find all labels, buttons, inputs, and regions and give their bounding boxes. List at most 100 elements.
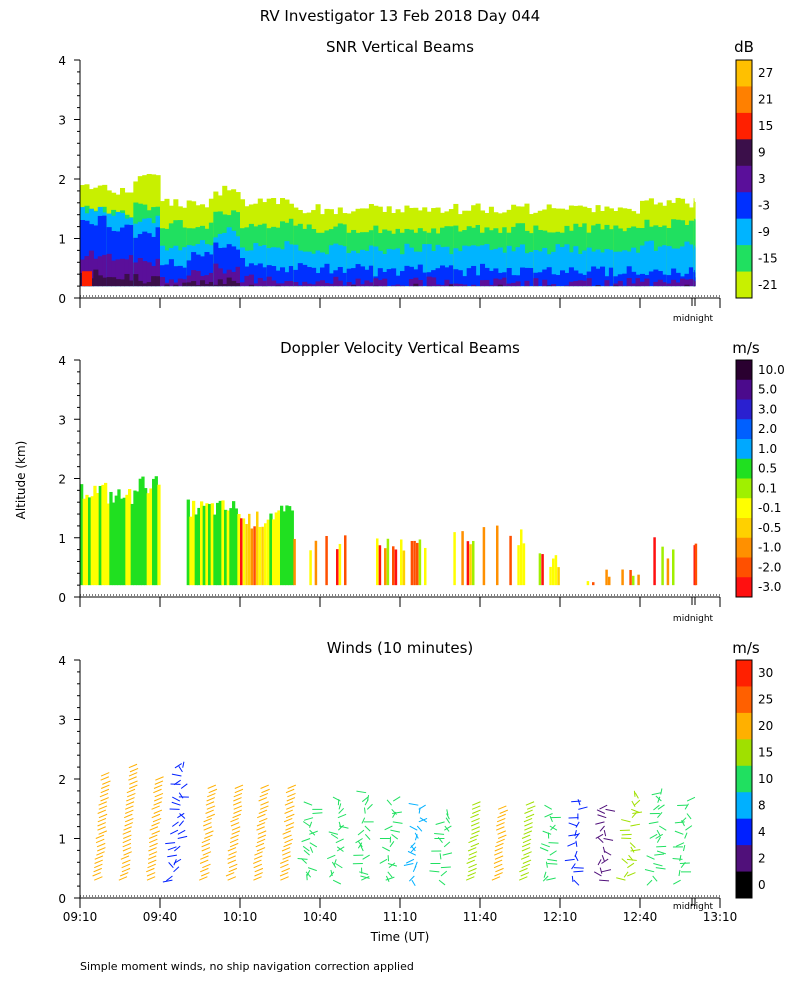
- wind-barb: [153, 809, 163, 814]
- wind-barb: [229, 842, 239, 848]
- colorbar-swatch: [736, 399, 752, 420]
- wind-barb: [283, 817, 293, 823]
- wind-barb: [685, 825, 693, 831]
- snr-cell: [164, 282, 170, 287]
- wind-barb: [177, 835, 188, 839]
- wind-barb: [129, 780, 138, 785]
- wind-barb: [253, 855, 263, 860]
- snr-cell: [200, 256, 206, 287]
- snr-cell: [373, 278, 379, 287]
- doppler-cell: [229, 508, 233, 586]
- snr-cell: [275, 283, 281, 287]
- colorbar-label: 9: [758, 146, 766, 160]
- wind-barb: [390, 829, 400, 833]
- snr-cell: [671, 268, 677, 287]
- snr-cell: [97, 215, 103, 287]
- wind-barb: [541, 843, 550, 848]
- snr-cell: [328, 245, 334, 287]
- wind-barb: [494, 851, 503, 856]
- doppler-cell: [394, 549, 398, 586]
- wind-barb: [495, 867, 504, 873]
- wind-barb: [435, 821, 445, 825]
- wind-barb: [686, 796, 696, 802]
- wind-barb: [468, 867, 477, 873]
- snr-cell: [84, 220, 90, 287]
- snr-cell: [493, 248, 499, 287]
- doppler-cell: [309, 550, 312, 586]
- doppler-cell: [557, 567, 560, 586]
- colorbar-swatch: [736, 379, 752, 400]
- snr-cell: [644, 278, 650, 287]
- wind-barb: [544, 813, 553, 818]
- colorbar-label: 20: [758, 719, 773, 733]
- colorbar-label: 10: [758, 772, 773, 786]
- doppler-cell: [461, 531, 464, 586]
- snr-cell: [351, 285, 357, 287]
- wind-barb: [205, 809, 214, 814]
- doppler-cell: [694, 543, 698, 586]
- wind-barb: [327, 854, 336, 860]
- snr-cell: [168, 259, 174, 287]
- doppler-cell: [264, 523, 267, 586]
- wind-barb: [601, 854, 605, 862]
- snr-cell: [453, 269, 459, 287]
- colorbar-frame: [735, 359, 753, 598]
- wind-barb: [649, 833, 658, 839]
- wind-barb: [282, 855, 291, 860]
- snr-cell: [342, 285, 348, 287]
- wind-barb: [177, 812, 185, 819]
- wind-barb: [418, 804, 426, 810]
- snr-cell: [160, 265, 166, 287]
- snr-cell: [151, 276, 157, 287]
- wind-barb: [153, 784, 163, 789]
- wind-barb: [549, 850, 557, 856]
- wind-barb: [653, 804, 660, 811]
- snr-cell: [302, 264, 308, 287]
- snr-cell: [133, 274, 139, 287]
- wind-barb: [281, 867, 290, 873]
- snr-cell: [142, 283, 148, 287]
- wind-barb: [285, 788, 295, 794]
- wind-barb: [657, 804, 665, 810]
- wind-barb: [335, 863, 343, 869]
- colorbar-swatch: [736, 112, 752, 140]
- doppler-cell: [216, 502, 220, 586]
- snr-cell: [320, 267, 326, 287]
- wind-barb: [285, 822, 295, 827]
- snr-cell: [377, 268, 383, 287]
- doppler-cell: [325, 535, 328, 586]
- snr-cell: [640, 273, 646, 287]
- doppler-cell: [237, 514, 241, 586]
- snr-cell: [693, 272, 695, 287]
- y-axis-label: Altitude (km): [14, 441, 28, 520]
- wind-barb: [630, 849, 641, 852]
- colorbar-label: 3.0: [758, 402, 777, 416]
- snr-cell: [551, 274, 557, 287]
- doppler-cell: [144, 488, 148, 586]
- doppler-cell: [378, 545, 382, 586]
- doppler-cell: [96, 493, 100, 586]
- snr-cell: [542, 269, 548, 287]
- wind-barb: [170, 829, 179, 835]
- colorbar-label: 5.0: [758, 383, 777, 397]
- snr-cell: [426, 276, 432, 287]
- colorbar-swatch: [736, 518, 752, 539]
- snr-cell: [506, 268, 512, 287]
- snr-cell: [440, 285, 446, 287]
- doppler-cell: [120, 498, 124, 586]
- wind-barb: [497, 830, 506, 835]
- snr-cell: [337, 280, 343, 287]
- snr-cell: [173, 245, 179, 287]
- colorbar-swatch: [736, 478, 752, 499]
- doppler-cell: [424, 547, 427, 586]
- doppler-cell: [400, 539, 403, 586]
- wind-barb: [442, 852, 453, 856]
- colorbar-swatch: [736, 458, 752, 479]
- wind-barb: [392, 811, 402, 815]
- doppler-cell: [522, 543, 526, 586]
- wind-barb: [522, 859, 532, 864]
- snr-cell: [564, 272, 570, 287]
- wind-barb: [97, 817, 107, 823]
- wind-barb: [392, 821, 403, 824]
- snr-cell: [435, 244, 441, 287]
